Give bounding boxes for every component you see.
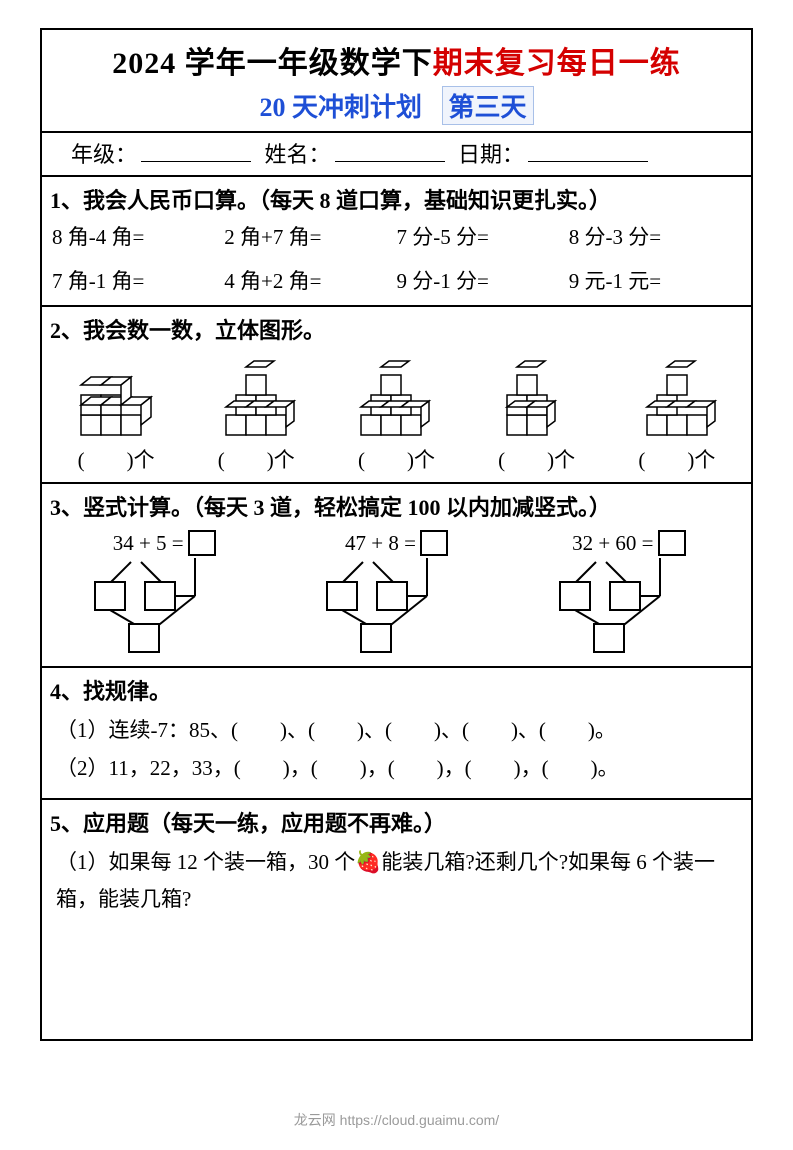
q3-eq-text: 34 + 5 = <box>113 531 184 556</box>
q2-row: ( )个 ( )个 <box>42 349 751 482</box>
q5-title: 5、应用题（每天一练，应用题不再难。） <box>42 800 751 842</box>
q4-line2[interactable]: （2）11，22，33，( )，( )，( )，( )，( )。 <box>56 750 737 788</box>
split-diagram-icon <box>321 558 471 653</box>
q1-item: 9 元-1 元= <box>569 265 741 295</box>
q1-item: 8 分-3 分= <box>569 221 741 251</box>
q3-eq-text: 32 + 60 = <box>572 531 653 556</box>
q2-title: 2、我会数一数，立体图形。 <box>42 307 751 349</box>
q1-item: 7 角-1 角= <box>52 265 224 295</box>
bottom-space <box>42 929 751 1039</box>
q3-title: 3、竖式计算。（每天 3 道，轻松搞定 100 以内加减竖式。） <box>42 484 751 526</box>
q4-title: 4、找规律。 <box>42 668 751 710</box>
q1-item: 8 角-4 角= <box>52 221 224 251</box>
title-right: 期末复习每日一练 <box>433 47 681 80</box>
q3-problem: 32 + 60 = <box>554 530 704 658</box>
name-blank[interactable] <box>335 140 445 162</box>
title-left: 2024 学年一年级数学下 <box>112 47 433 80</box>
split-diagram-icon <box>89 558 239 653</box>
grade-blank[interactable] <box>141 140 251 162</box>
info-row: 年级： 姓名： 日期： <box>42 133 751 175</box>
cubes-icon <box>201 355 311 440</box>
cube-figure: ( )个 <box>61 355 171 474</box>
q3-row: 34 + 5 = 47 + 8 = <box>42 526 751 666</box>
cubes-icon <box>341 355 451 440</box>
q2-blank[interactable]: ( )个 <box>498 448 575 472</box>
subtitle-day: 第三天 <box>442 86 534 125</box>
cubes-icon <box>622 355 732 440</box>
q2-blank[interactable]: ( )个 <box>218 448 295 472</box>
footer-text: 龙云网 https://cloud.guaimu.com/ <box>0 1110 793 1130</box>
answer-box[interactable] <box>658 530 686 556</box>
name-label: 姓名： <box>265 137 331 169</box>
q1-item: 9 分-1 分= <box>397 265 569 295</box>
q3-problem: 47 + 8 = <box>321 530 471 658</box>
date-blank[interactable] <box>528 140 648 162</box>
q1-item: 2 角+7 角= <box>224 221 396 251</box>
q3-eq-text: 47 + 8 = <box>345 531 416 556</box>
grade-label: 年级： <box>71 137 137 169</box>
q4-body: （1）连续-7：85、( )、( )、( )、( )、( )。 （2）11，22… <box>42 710 751 798</box>
q2-blank[interactable]: ( )个 <box>638 448 715 472</box>
q1-item: 7 分-5 分= <box>397 221 569 251</box>
cubes-icon <box>61 355 171 440</box>
q1-grid: 8 角-4 角= 2 角+7 角= 7 分-5 分= 8 分-3 分= 7 角-… <box>42 219 751 305</box>
q1-title: 1、我会人民币口算。（每天 8 道口算，基础知识更扎实。） <box>42 177 751 219</box>
main-title: 2024 学年一年级数学下期末复习每日一练 <box>42 30 751 84</box>
answer-box[interactable] <box>420 530 448 556</box>
cube-figure: ( )个 <box>622 355 732 474</box>
cube-figure: ( )个 <box>341 355 451 474</box>
q4-line1[interactable]: （1）连续-7：85、( )、( )、( )、( )、( )。 <box>56 712 737 750</box>
cube-figure: ( )个 <box>201 355 311 474</box>
date-label: 日期： <box>458 137 524 169</box>
q1-item: 4 角+2 角= <box>224 265 396 295</box>
subtitle-plan: 20 天冲刺计划 <box>259 93 422 122</box>
cubes-icon <box>482 355 592 440</box>
q5-body: （1）如果每 12 个装一箱，30 个🍓能装几箱?还剩几个?如果每 6 个装一箱… <box>42 842 751 930</box>
q5-line1: （1）如果每 12 个装一箱，30 个🍓能装几箱?还剩几个?如果每 6 个装一箱… <box>56 844 737 920</box>
subtitle: 20 天冲刺计划 第三天 <box>42 84 751 131</box>
answer-box[interactable] <box>188 530 216 556</box>
q2-blank[interactable]: ( )个 <box>358 448 435 472</box>
worksheet-page: 2024 学年一年级数学下期末复习每日一练 20 天冲刺计划 第三天 年级： 姓… <box>40 28 753 1041</box>
q3-problem: 34 + 5 = <box>89 530 239 658</box>
cube-figure: ( )个 <box>482 355 592 474</box>
q2-blank[interactable]: ( )个 <box>78 448 155 472</box>
split-diagram-icon <box>554 558 704 653</box>
